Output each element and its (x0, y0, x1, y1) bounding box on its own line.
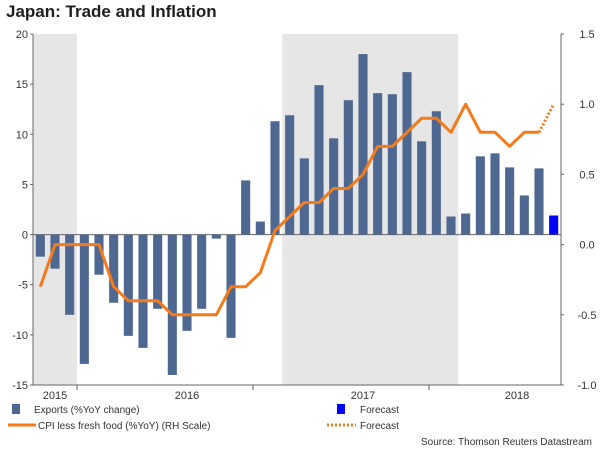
left-tick-label: 10 (16, 129, 28, 141)
left-tick-label: -5 (18, 280, 28, 292)
cpi-forecast-line (537, 103, 555, 133)
export-bar (285, 115, 295, 235)
left-tick-label: 20 (16, 29, 28, 41)
legend-cpi-forecast-label: Forecast (360, 421, 399, 432)
x-tick-label: 2017 (351, 390, 375, 402)
legend-exports-swatch (12, 404, 20, 414)
export-bar (534, 168, 544, 235)
export-bar (50, 234, 60, 269)
export-bar (402, 72, 412, 235)
x-tick-label: 2018 (505, 390, 529, 402)
right-tick-label: 0.5 (579, 169, 594, 181)
shaded-period-2017 (282, 34, 459, 385)
export-bar (241, 180, 251, 235)
legend-exports-forecast-swatch (337, 404, 345, 414)
export-bar (94, 234, 104, 275)
export-bar (211, 234, 221, 239)
export-bar (373, 93, 383, 235)
export-bar (255, 221, 265, 235)
export-bar (490, 153, 500, 235)
source-note: Source: Thomson Reuters Datastream (421, 437, 592, 448)
x-tick-label: 2015 (43, 390, 67, 402)
right-tick-label: -1.0 (578, 380, 597, 392)
export-bar (153, 234, 163, 309)
x-tick-label: 2016 (175, 390, 199, 402)
export-bar (417, 141, 427, 235)
export-bar (123, 234, 133, 336)
right-tick-label: 1.5 (579, 29, 594, 41)
left-tick-label: -10 (12, 330, 28, 342)
right-tick-label: 0.0 (579, 240, 594, 252)
export-bar (475, 156, 485, 235)
export-bar (358, 54, 368, 235)
right-tick-label: 1.0 (579, 99, 594, 111)
left-tick-label: 5 (22, 179, 28, 191)
cpi-line (38, 102, 539, 317)
left-tick-label: 15 (16, 79, 28, 91)
export-bar (65, 234, 75, 315)
legend-exports-forecast-label: Forecast (360, 405, 399, 416)
left-tick-label: -15 (12, 380, 28, 392)
export-bar (270, 121, 280, 235)
export-bar (329, 138, 339, 235)
export-bar (461, 213, 471, 235)
export-bar (182, 234, 192, 331)
export-bar (35, 234, 45, 257)
export-bar (109, 234, 119, 303)
shaded-period-2015 (33, 34, 77, 385)
export-bar (519, 195, 529, 235)
right-tick-label: -0.5 (578, 310, 597, 322)
export-bar (446, 216, 456, 235)
export-bar (431, 111, 441, 235)
legend-exports-label: Exports (%YoY change) (34, 405, 140, 416)
export-bar (387, 94, 397, 235)
export-forecast-bar (549, 215, 559, 235)
legend-cpi-label: CPI less fresh food (%YoY) (RH Scale) (38, 421, 210, 432)
export-bar (299, 158, 309, 235)
export-bar (343, 100, 353, 235)
export-bar (314, 85, 324, 235)
left-tick-label: 0 (22, 230, 28, 242)
export-bar (505, 167, 515, 235)
export-bar (79, 234, 89, 364)
export-bar (138, 234, 148, 348)
export-bar (167, 234, 177, 375)
chart-title: Japan: Trade and Inflation (6, 2, 217, 21)
export-bar (197, 234, 207, 309)
